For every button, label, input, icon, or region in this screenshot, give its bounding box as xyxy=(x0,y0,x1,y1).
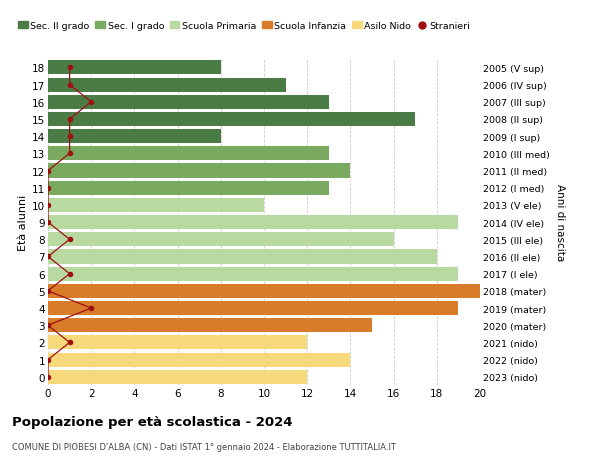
Bar xyxy=(48,61,221,75)
Point xyxy=(65,339,74,347)
Point xyxy=(86,99,96,106)
Bar xyxy=(48,181,329,196)
Bar xyxy=(48,319,372,333)
Bar xyxy=(48,233,394,247)
Bar xyxy=(48,267,458,281)
Bar xyxy=(48,130,221,144)
Point xyxy=(65,116,74,123)
Bar xyxy=(48,216,458,230)
Bar xyxy=(48,147,329,161)
Point xyxy=(43,168,53,175)
Y-axis label: Età alunni: Età alunni xyxy=(18,195,28,251)
Bar xyxy=(48,198,264,213)
Legend: Sec. II grado, Sec. I grado, Scuola Primaria, Scuola Infanzia, Asilo Nido, Stran: Sec. II grado, Sec. I grado, Scuola Prim… xyxy=(18,22,470,31)
Point xyxy=(43,219,53,226)
Point xyxy=(65,236,74,243)
Bar xyxy=(48,353,350,367)
Bar xyxy=(48,95,329,110)
Bar xyxy=(48,284,480,298)
Point xyxy=(43,373,53,381)
Point xyxy=(65,133,74,140)
Point xyxy=(86,305,96,312)
Y-axis label: Anni di nascita: Anni di nascita xyxy=(555,184,565,261)
Point xyxy=(43,185,53,192)
Bar xyxy=(48,112,415,127)
Bar xyxy=(48,78,286,92)
Point xyxy=(65,270,74,278)
Text: Popolazione per età scolastica - 2024: Popolazione per età scolastica - 2024 xyxy=(12,415,293,428)
Point xyxy=(65,65,74,72)
Point xyxy=(43,322,53,329)
Point xyxy=(43,287,53,295)
Bar xyxy=(48,370,307,384)
Point xyxy=(65,151,74,158)
Point xyxy=(65,82,74,89)
Bar xyxy=(48,250,437,264)
Point xyxy=(43,253,53,261)
Bar xyxy=(48,336,307,350)
Text: COMUNE DI PIOBESI D'ALBA (CN) - Dati ISTAT 1° gennaio 2024 - Elaborazione TUTTIT: COMUNE DI PIOBESI D'ALBA (CN) - Dati IST… xyxy=(12,442,396,451)
Point xyxy=(43,356,53,364)
Bar xyxy=(48,164,350,178)
Point xyxy=(43,202,53,209)
Bar xyxy=(48,302,458,315)
